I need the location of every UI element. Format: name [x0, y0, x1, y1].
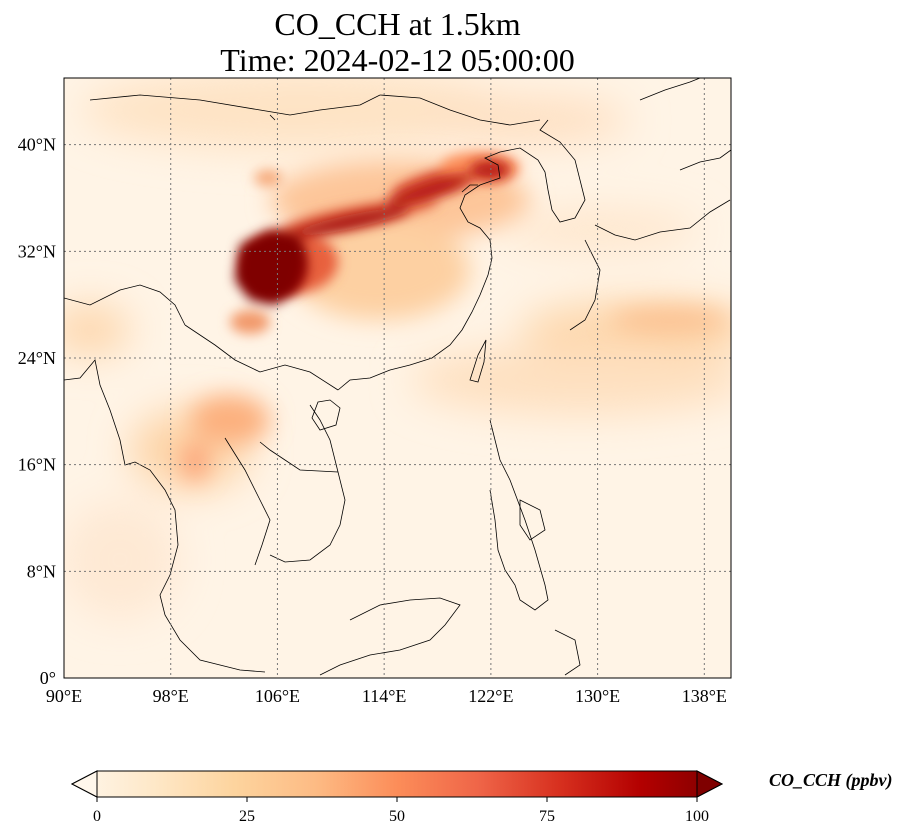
coastlines: [64, 78, 731, 676]
lon-tick-label: 106°E: [255, 686, 300, 706]
latitude-axis: 0° 8°N 16°N 24°N 32°N 40°N: [18, 135, 56, 688]
lat-tick-label: 0°: [40, 668, 56, 688]
colorbar-tick-label: 0: [93, 808, 101, 825]
map-frame: [63, 77, 732, 679]
colorbar-tick-label: 75: [539, 808, 555, 825]
colorbar-title: CO_CCH (ppbv): [769, 770, 893, 790]
lat-tick-label: 24°N: [18, 348, 56, 368]
colorbar: 0 25 50 75 100: [70, 770, 724, 825]
colorbar-tick-label: 25: [239, 808, 255, 825]
lat-tick-label: 40°N: [18, 135, 56, 155]
map-time-subtitle: Time: 2024-02-12 05:00:00: [220, 42, 575, 78]
lon-tick-label: 98°E: [153, 686, 189, 706]
lat-tick-label: 16°N: [18, 455, 56, 475]
lon-tick-label: 138°E: [682, 686, 727, 706]
colorbar-extend-min: [70, 770, 98, 798]
colorbar-tick-label: 100: [685, 808, 709, 825]
lat-tick-label: 32°N: [18, 241, 56, 261]
gridlines: [64, 78, 731, 678]
lon-tick-label: 114°E: [362, 686, 407, 706]
lat-tick-label: 8°N: [27, 561, 56, 581]
lon-tick-label: 90°E: [46, 686, 82, 706]
map-title: CO_CCH at 1.5km: [274, 6, 521, 42]
longitude-axis: 90°E 98°E 106°E 114°E 122°E 130°E 138°E: [46, 686, 727, 706]
lon-tick-label: 130°E: [575, 686, 620, 706]
colorbar-ticks: 0 25 50 75 100: [93, 797, 709, 825]
lon-tick-label: 122°E: [468, 686, 513, 706]
colorbar-extend-max: [696, 770, 724, 798]
colorbar-tick-label: 50: [389, 808, 405, 825]
concentration-field: [64, 78, 731, 678]
